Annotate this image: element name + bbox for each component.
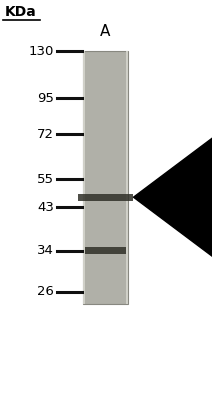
Text: 55: 55: [37, 173, 54, 186]
Text: 34: 34: [37, 244, 54, 257]
Text: 95: 95: [37, 92, 54, 105]
Text: 130: 130: [29, 44, 54, 58]
Text: 26: 26: [37, 286, 54, 298]
Text: 72: 72: [37, 128, 54, 140]
FancyBboxPatch shape: [126, 51, 128, 304]
FancyBboxPatch shape: [83, 51, 128, 304]
Text: A: A: [100, 24, 111, 39]
FancyBboxPatch shape: [85, 247, 126, 254]
Text: KDa: KDa: [4, 5, 36, 19]
FancyBboxPatch shape: [78, 194, 133, 201]
FancyBboxPatch shape: [83, 51, 85, 304]
Text: 43: 43: [37, 200, 54, 214]
